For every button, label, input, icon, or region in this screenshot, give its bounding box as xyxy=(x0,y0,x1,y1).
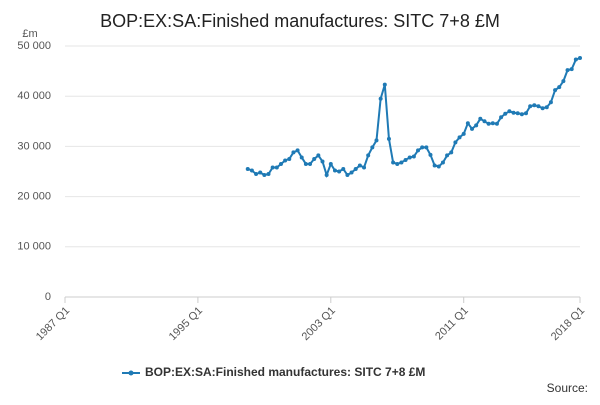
data-point xyxy=(299,155,304,160)
legend-label: BOP:EX:SA:Finished manufactures: SITC 7+… xyxy=(145,365,425,379)
data-point xyxy=(366,153,371,158)
data-point xyxy=(258,170,263,175)
y-tick-label: 40 000 xyxy=(17,90,51,102)
data-point xyxy=(482,119,487,124)
y-tick-label: 10 000 xyxy=(17,241,51,253)
y-tick-label: 30 000 xyxy=(17,140,51,152)
data-point xyxy=(403,157,408,162)
data-point xyxy=(312,156,317,161)
data-point xyxy=(274,165,279,170)
data-point xyxy=(565,68,570,73)
data-point xyxy=(370,145,375,150)
data-point xyxy=(386,136,391,141)
data-point xyxy=(519,112,524,117)
data-point xyxy=(349,170,354,175)
data-point xyxy=(432,163,437,168)
data-point xyxy=(254,172,259,177)
data-point xyxy=(416,148,421,153)
data-point xyxy=(378,96,383,101)
data-point xyxy=(528,104,533,109)
data-point xyxy=(515,111,520,116)
source: Source: xyxy=(547,381,588,395)
data-point xyxy=(316,153,321,158)
data-point xyxy=(524,111,529,116)
data-point xyxy=(548,100,553,105)
data-point xyxy=(353,166,358,171)
data-point xyxy=(503,111,508,116)
legend-marker xyxy=(128,370,134,376)
data-point xyxy=(445,153,450,158)
data-point xyxy=(511,110,516,115)
data-point xyxy=(345,173,350,178)
data-point xyxy=(245,166,250,171)
data-point xyxy=(341,166,346,171)
data-point xyxy=(540,106,545,111)
data-point xyxy=(490,121,495,126)
data-point xyxy=(494,121,499,126)
data-point xyxy=(324,173,329,178)
y-tick-label: 0 xyxy=(45,291,51,303)
data-point xyxy=(303,161,308,166)
data-point xyxy=(320,159,325,164)
data-point xyxy=(328,161,333,166)
data-point xyxy=(453,140,458,145)
data-point xyxy=(287,156,292,161)
data-point xyxy=(573,57,578,62)
data-point xyxy=(461,131,466,136)
data-point xyxy=(578,56,582,61)
data-point xyxy=(382,82,387,87)
data-point xyxy=(486,121,491,126)
data-point xyxy=(395,161,400,166)
data-point xyxy=(291,150,296,155)
data-point xyxy=(449,150,454,155)
data-point xyxy=(428,152,433,157)
data-point xyxy=(407,155,412,160)
data-point xyxy=(557,85,562,90)
data-point xyxy=(532,103,537,108)
data-point xyxy=(440,160,445,165)
y-axis-unit: £m xyxy=(22,28,37,40)
data-point xyxy=(457,135,462,140)
x-tick-label: 2003 Q1 xyxy=(300,305,338,343)
data-point xyxy=(283,158,288,163)
data-point xyxy=(295,148,300,153)
x-tick-label: 1995 Q1 xyxy=(167,305,205,343)
data-point xyxy=(424,145,429,150)
data-point xyxy=(391,160,396,165)
data-point xyxy=(270,165,275,170)
data-point xyxy=(499,115,504,120)
x-tick-label: 2018 Q1 xyxy=(549,305,587,343)
data-point xyxy=(569,67,574,72)
data-point xyxy=(470,126,475,131)
data-point xyxy=(399,160,404,165)
data-point xyxy=(266,172,271,177)
x-tick-label: 1987 Q1 xyxy=(34,305,72,343)
data-point xyxy=(561,79,566,84)
x-tick-label: 2011 Q1 xyxy=(433,305,471,343)
data-point xyxy=(374,138,379,143)
data-point xyxy=(544,105,549,110)
y-tick-label: 50 000 xyxy=(17,40,51,52)
data-point xyxy=(507,109,512,114)
data-point xyxy=(536,104,541,109)
data-point xyxy=(249,168,254,173)
data-point xyxy=(337,169,342,174)
data-point xyxy=(262,173,267,178)
data-point xyxy=(278,161,283,166)
data-point xyxy=(436,164,441,169)
data-point xyxy=(553,88,558,93)
y-tick-label: 20 000 xyxy=(17,191,51,203)
data-point xyxy=(465,121,470,126)
data-point xyxy=(420,145,425,150)
data-point xyxy=(308,161,313,166)
data-point xyxy=(332,168,337,173)
data-point xyxy=(411,154,416,159)
data-point xyxy=(362,165,367,170)
data-point xyxy=(478,116,483,121)
data-point xyxy=(357,163,362,168)
data-point xyxy=(474,123,479,128)
chart-title: BOP:EX:SA:Finished manufactures: SITC 7+… xyxy=(100,11,500,31)
